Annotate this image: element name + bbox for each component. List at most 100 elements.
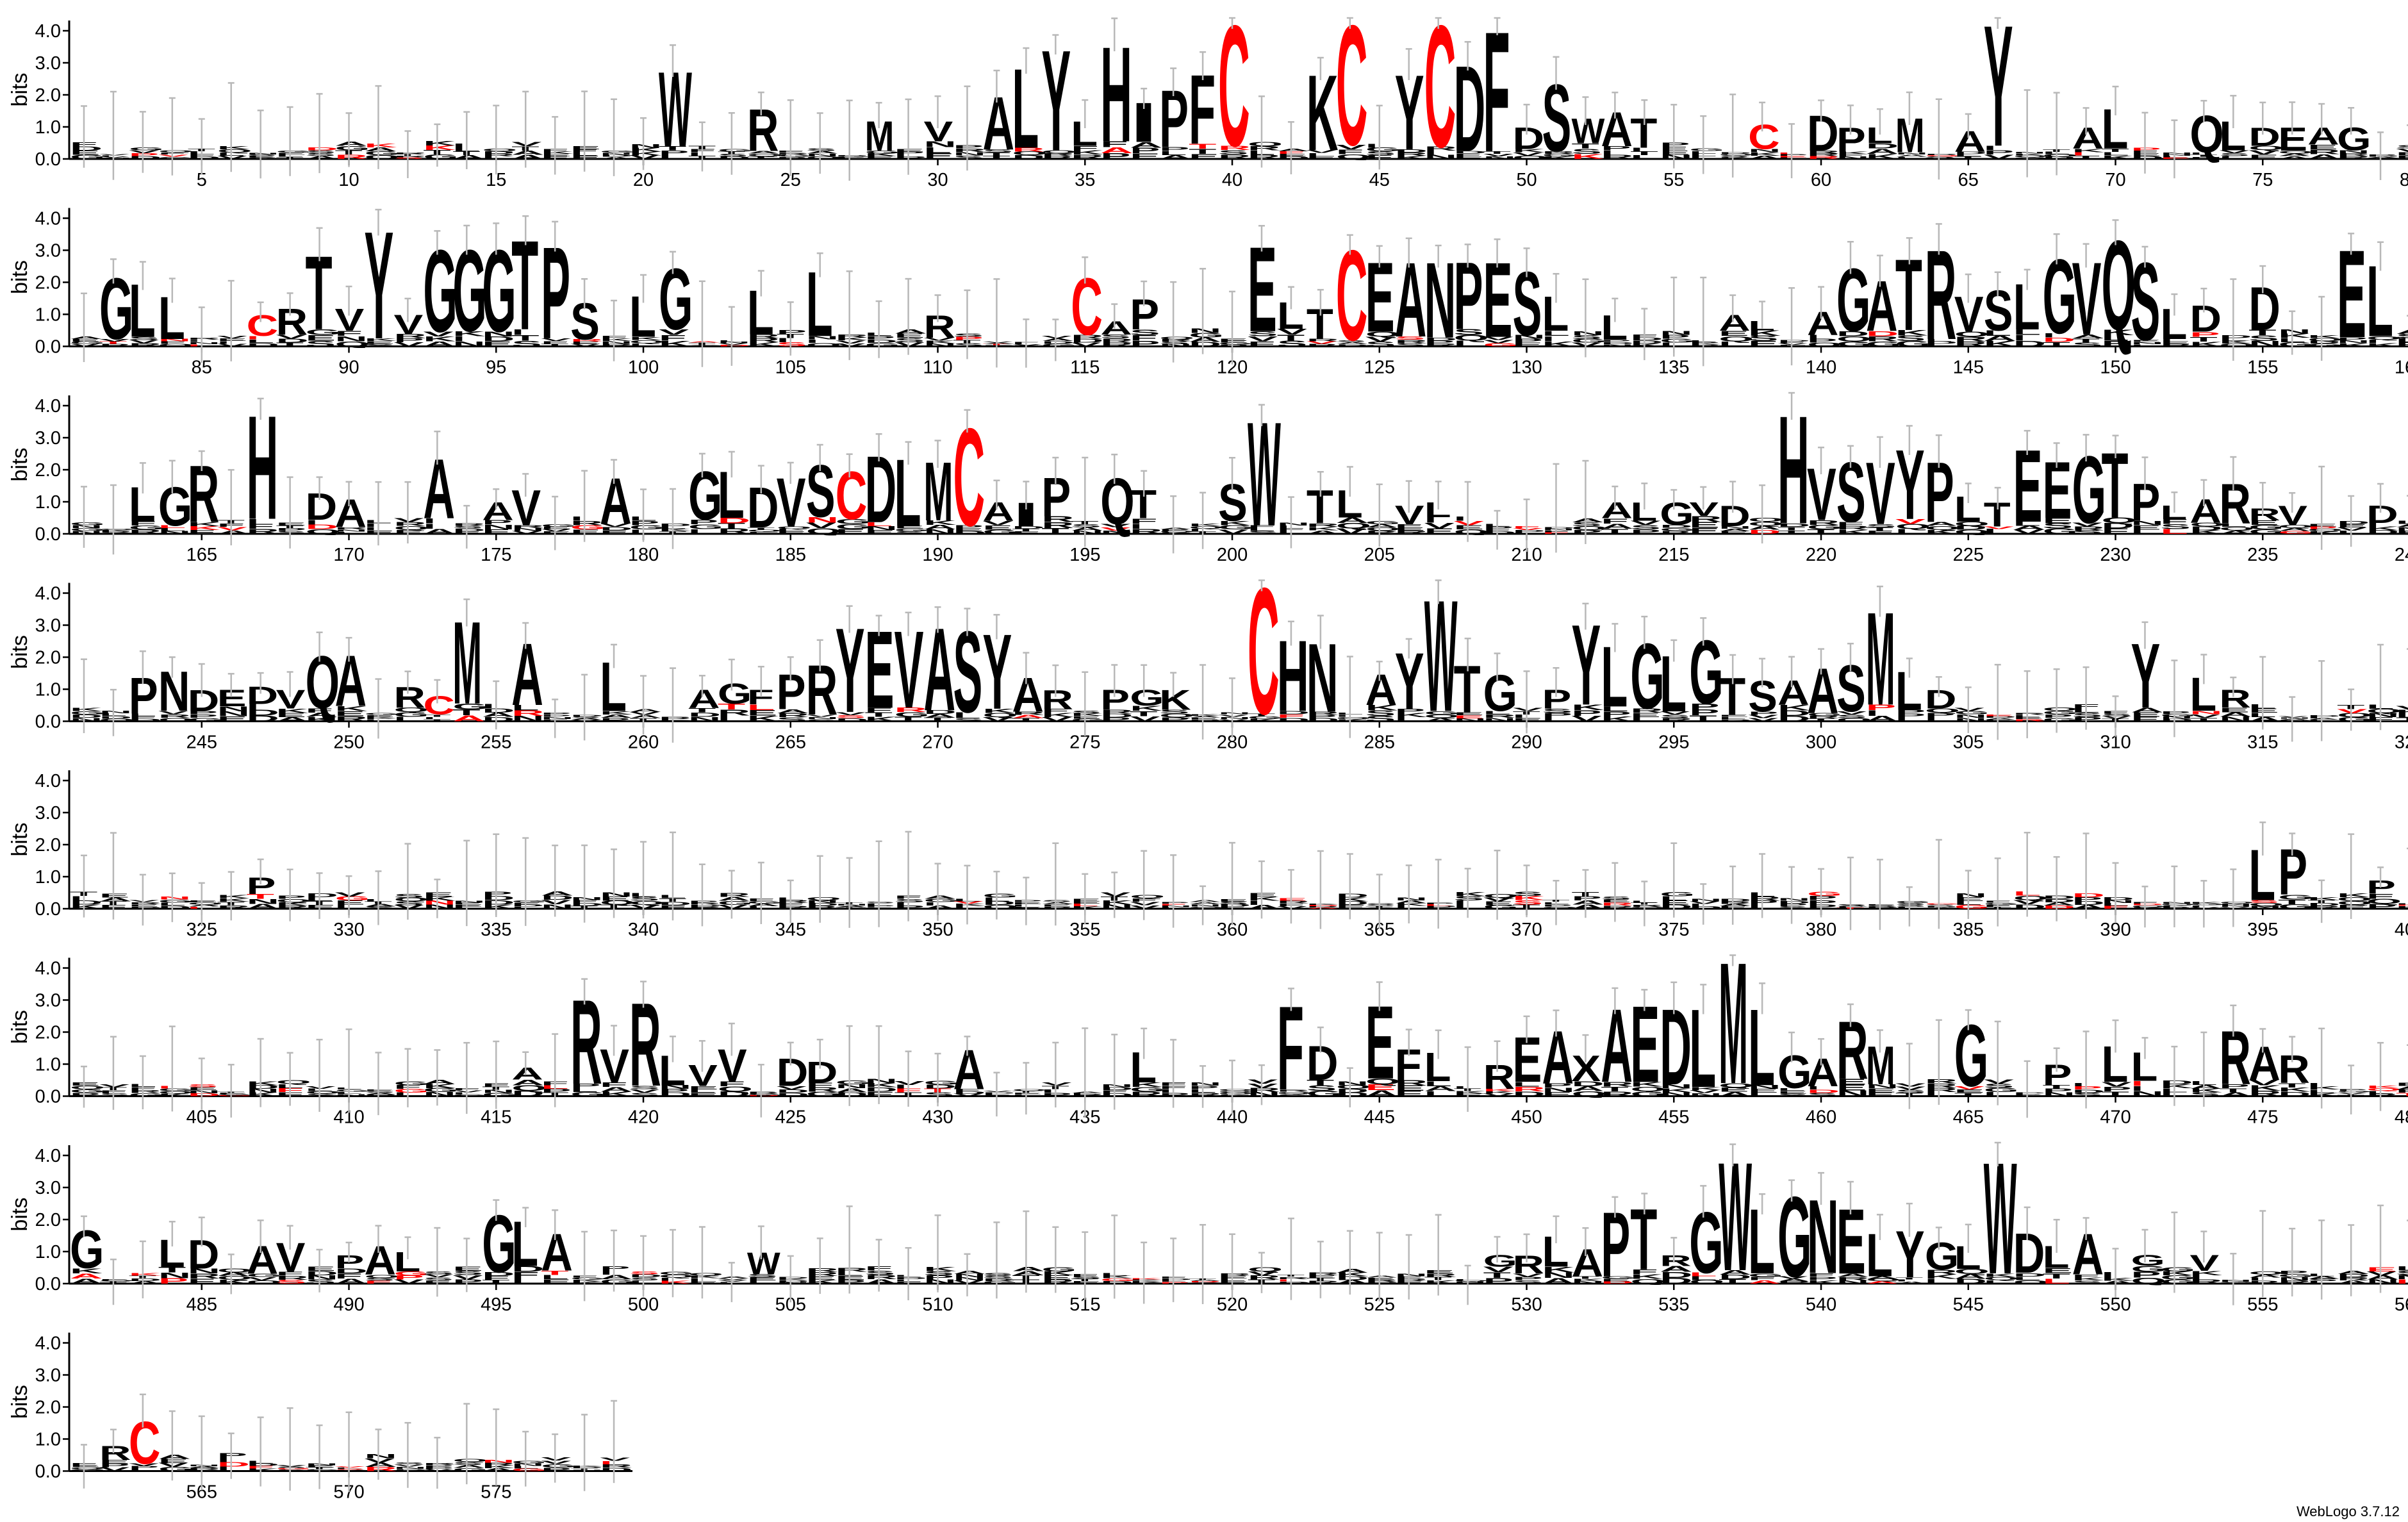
residue-glyph: I xyxy=(2043,332,2056,339)
residue-glyph: R xyxy=(1041,515,1074,524)
residue-glyph: Q xyxy=(482,148,517,152)
residue-glyph: G xyxy=(1542,153,1578,157)
logo-column: ADTK xyxy=(129,1240,161,1299)
residue-glyph: I xyxy=(2189,152,2202,155)
residue-glyph: Q xyxy=(158,149,194,153)
residue-glyph: R xyxy=(1012,147,1044,153)
residue-glyph: V xyxy=(1012,344,1043,346)
logo-column: GEDF xyxy=(70,105,105,168)
residue-glyph: Q xyxy=(2189,105,2223,164)
residue-glyph: A xyxy=(1012,1266,1044,1272)
residue-glyph: V xyxy=(806,521,836,530)
residue-glyph: R xyxy=(1395,152,1428,157)
residue-glyph: E xyxy=(1719,329,1749,338)
residue-glyph: A xyxy=(924,895,957,900)
logo-column: FTAE xyxy=(99,832,132,920)
y-tick-label: 1.0 xyxy=(35,1055,61,1075)
residue-glyph: D xyxy=(1395,149,1428,154)
residue-glyph: S xyxy=(423,1270,453,1275)
residue-glyph: F xyxy=(482,528,509,535)
residue-glyph: S xyxy=(1365,151,1396,156)
residue-glyph: P xyxy=(393,337,424,343)
residue-glyph: K xyxy=(865,153,898,157)
residue-glyph: E xyxy=(2307,144,2338,151)
residue-glyph: D xyxy=(2366,155,2399,157)
residue-glyph: N xyxy=(1424,241,1456,361)
x-tick-label: 40 xyxy=(1222,170,1242,190)
residue-glyph: E xyxy=(365,340,395,345)
x-tick-label: 370 xyxy=(1511,920,1542,940)
x-tick-label: 170 xyxy=(333,545,364,565)
residue-glyph: A xyxy=(1071,1091,1103,1093)
x-tick-label: 70 xyxy=(2105,170,2125,190)
residue-glyph: L xyxy=(158,525,186,529)
residue-glyph: N xyxy=(1483,156,1516,160)
residue-glyph: G xyxy=(1660,891,1695,897)
residue-glyph: P xyxy=(2160,343,2190,347)
residue-glyph: N xyxy=(1660,154,1692,160)
residue-glyph: D xyxy=(659,523,691,527)
residue-glyph: C xyxy=(423,691,455,720)
residue-glyph: S xyxy=(1630,524,1660,531)
x-tick-label: 285 xyxy=(1364,732,1395,753)
y-tick-label: 2.0 xyxy=(35,85,61,106)
x-tick-label: 125 xyxy=(1364,358,1395,378)
x-tick-label: 380 xyxy=(1806,920,1836,940)
residue-glyph: G xyxy=(718,149,753,153)
residue-glyph: P xyxy=(276,895,306,900)
x-tick-label: 315 xyxy=(2247,732,2278,753)
residue-glyph: N xyxy=(2337,340,2370,345)
residue-glyph: R xyxy=(2278,1047,2310,1091)
residue-glyph: A xyxy=(1307,529,1339,535)
x-tick-label: 65 xyxy=(1958,170,1979,190)
y-axis-label: bits xyxy=(8,260,32,294)
residue-glyph: A xyxy=(1100,317,1132,338)
residue-glyph: G xyxy=(423,153,458,160)
logo-column: DFPL xyxy=(1483,509,1516,550)
logo-column: EVFD xyxy=(1777,287,1810,366)
residue-glyph: C xyxy=(247,310,279,343)
residue-glyph: P xyxy=(777,329,807,335)
residue-glyph: K xyxy=(2307,335,2340,339)
residue-glyph: R xyxy=(1100,342,1133,348)
y-tick-label: 3.0 xyxy=(35,241,61,261)
logo-column: LEGV xyxy=(335,875,370,918)
residue-glyph: K xyxy=(836,336,868,341)
residue-glyph: E xyxy=(188,900,218,903)
residue-glyph: I xyxy=(1984,144,1997,151)
x-tick-label: 335 xyxy=(481,920,511,940)
residue-glyph: K xyxy=(1571,153,1604,161)
residue-glyph: S xyxy=(306,149,336,154)
residue-glyph: D xyxy=(2160,1079,2193,1086)
residue-glyph: S xyxy=(1336,340,1366,343)
residue-glyph: R xyxy=(188,336,220,340)
residue-glyph: A xyxy=(1365,665,1398,715)
residue-glyph: V xyxy=(511,141,542,147)
residue-glyph: Q xyxy=(1954,330,1990,338)
residue-glyph: S xyxy=(1836,904,1867,906)
logo-column: TSVV xyxy=(1895,1043,1926,1109)
residue-glyph: V xyxy=(718,343,748,345)
y-tick-label: 0.0 xyxy=(35,149,61,170)
x-tick-label: 495 xyxy=(481,1295,511,1315)
residue-glyph: F xyxy=(1248,340,1275,348)
logo-column: SRTR xyxy=(393,130,427,179)
